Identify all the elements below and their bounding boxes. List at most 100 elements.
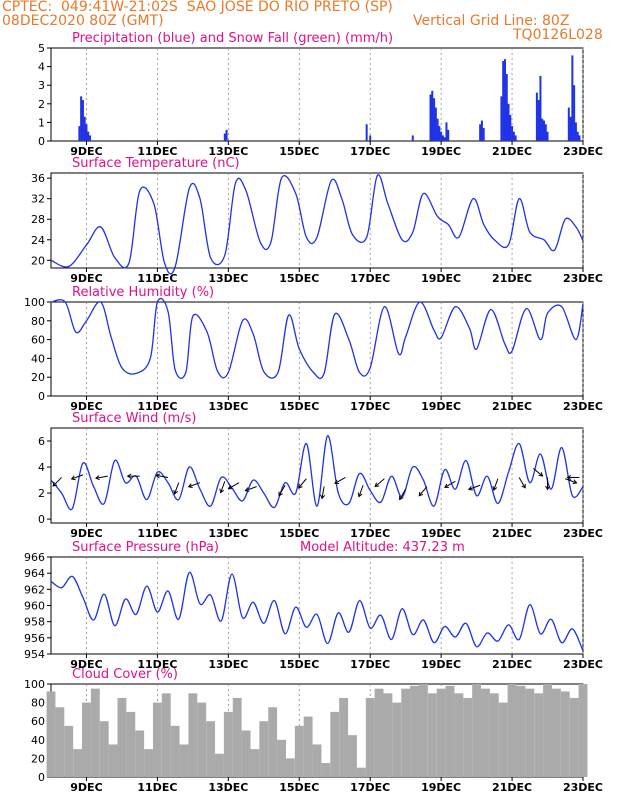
precip-bar: [438, 126, 441, 141]
cloud-bar: [90, 688, 100, 777]
precip-bar: [80, 96, 83, 141]
precip-bar: [369, 135, 372, 141]
y-tick-label: 60: [31, 334, 45, 347]
cloud-bar: [197, 702, 207, 777]
precip-bar: [569, 116, 572, 141]
snow-bar: [351, 140, 354, 141]
wind-arrow: [188, 482, 201, 488]
wind-arrow-head: [521, 483, 526, 489]
y-tick-label: 954: [24, 648, 45, 661]
x-tick-label: 15DEC: [279, 145, 319, 158]
precip-bar: [436, 118, 439, 141]
x-tick-label: 9DEC: [70, 400, 102, 413]
cloud-bar: [516, 685, 526, 777]
cloud-bar: [55, 707, 65, 777]
precip-bar: [434, 107, 437, 141]
snow-bar: [174, 140, 177, 141]
y-tick-label: 5: [38, 42, 45, 55]
wind-arrow: [298, 478, 307, 489]
y-tick-label: 1: [38, 116, 45, 129]
y-tick-label: 6: [38, 435, 45, 448]
precip-bar: [482, 127, 485, 141]
model-code: TQ0126L028: [513, 27, 603, 43]
y-tick-label: 4: [38, 61, 45, 74]
cloud-bar: [445, 685, 455, 777]
station-header: CPTEC: 049:41W-21:02S SAO JOSE DO RIO PR…: [2, 0, 393, 15]
x-tick-label: 17DEC: [350, 145, 390, 158]
cloud-bar: [365, 697, 375, 777]
wind-arrow: [95, 475, 108, 479]
series-line: [50, 571, 584, 652]
precip-bar: [567, 107, 570, 141]
y-tick-label: 40: [31, 734, 45, 747]
x-tick-label: 23DEC: [563, 145, 603, 158]
precip-bar: [541, 118, 544, 141]
cloud-bar: [73, 749, 83, 777]
y-tick-label: 0: [38, 513, 45, 526]
cloud-bar: [82, 702, 91, 777]
y-tick-label: 966: [24, 551, 45, 564]
snow-bar: [280, 140, 283, 141]
precip-bar: [544, 124, 547, 141]
x-tick-label: 11DEC: [137, 272, 177, 285]
precip-bar: [225, 129, 228, 141]
y-tick-label: 100: [24, 296, 45, 309]
x-tick-label: 23DEC: [563, 781, 603, 794]
cloud-bar: [321, 763, 331, 777]
wind-arrow-head: [467, 485, 473, 491]
cloud-bar: [303, 716, 313, 777]
precip-bar: [512, 131, 515, 141]
cloud-bar: [330, 711, 340, 777]
y-tick-label: 0: [38, 390, 45, 403]
panel-title: Precipitation (blue) and Snow Fall (gree…: [72, 31, 393, 46]
x-tick-label: 19DEC: [421, 781, 461, 794]
wind-arrow-head: [399, 495, 404, 501]
cloud-bar: [152, 702, 162, 777]
x-tick-label: 17DEC: [350, 527, 390, 540]
cloud-bar: [418, 684, 428, 777]
y-tick-label: 28: [31, 213, 45, 226]
wind-arrow-head: [173, 489, 179, 495]
y-tick-label: 962: [24, 583, 45, 596]
panel-title: Surface Temperature (nC): [72, 156, 240, 171]
y-tick-label: 80: [31, 315, 45, 328]
x-tick-label: 17DEC: [350, 272, 390, 285]
wind-arrow-head: [278, 491, 283, 497]
y-tick-label: 20: [31, 254, 45, 267]
precip-bar: [443, 137, 446, 141]
cloud-bar: [454, 693, 464, 777]
cloud-bar: [383, 693, 393, 777]
wind-arrow: [358, 485, 364, 497]
wind-arrow-head: [572, 479, 578, 485]
wind-arrow: [220, 481, 226, 493]
x-tick-label: 13DEC: [208, 272, 248, 285]
precip-bar: [87, 131, 90, 141]
cloud-bar: [250, 749, 260, 777]
wind-arrow-head: [538, 472, 544, 477]
panel-title: Cloud Cover (%): [72, 667, 178, 682]
wind-arrow: [321, 486, 325, 499]
wind-arrow: [52, 477, 62, 487]
y-tick-label: 32: [31, 193, 45, 206]
wind-arrow-head: [444, 483, 449, 488]
y-tick-label: 0: [38, 771, 45, 784]
precip-bar: [537, 100, 540, 141]
precip-bar: [574, 122, 577, 141]
cloud-bar: [223, 711, 233, 777]
cloud-bar: [534, 693, 544, 777]
x-tick-label: 15DEC: [279, 272, 319, 285]
x-tick-label: 13DEC: [208, 400, 248, 413]
panel-title: Surface Pressure (hPa): [72, 540, 219, 555]
y-tick-label: 956: [24, 632, 45, 645]
precip-bar: [83, 116, 86, 141]
cloud-bar: [481, 688, 490, 777]
y-tick-label: 4: [38, 461, 45, 474]
wind-arrow-head: [219, 488, 225, 494]
cloud-bar: [268, 707, 278, 777]
cloud-bar: [179, 744, 189, 777]
cloud-bar: [259, 721, 269, 777]
x-tick-label: 23DEC: [563, 400, 603, 413]
cloud-bar: [144, 749, 153, 777]
precip-bar: [500, 96, 503, 141]
cloud-bar: [356, 767, 366, 777]
